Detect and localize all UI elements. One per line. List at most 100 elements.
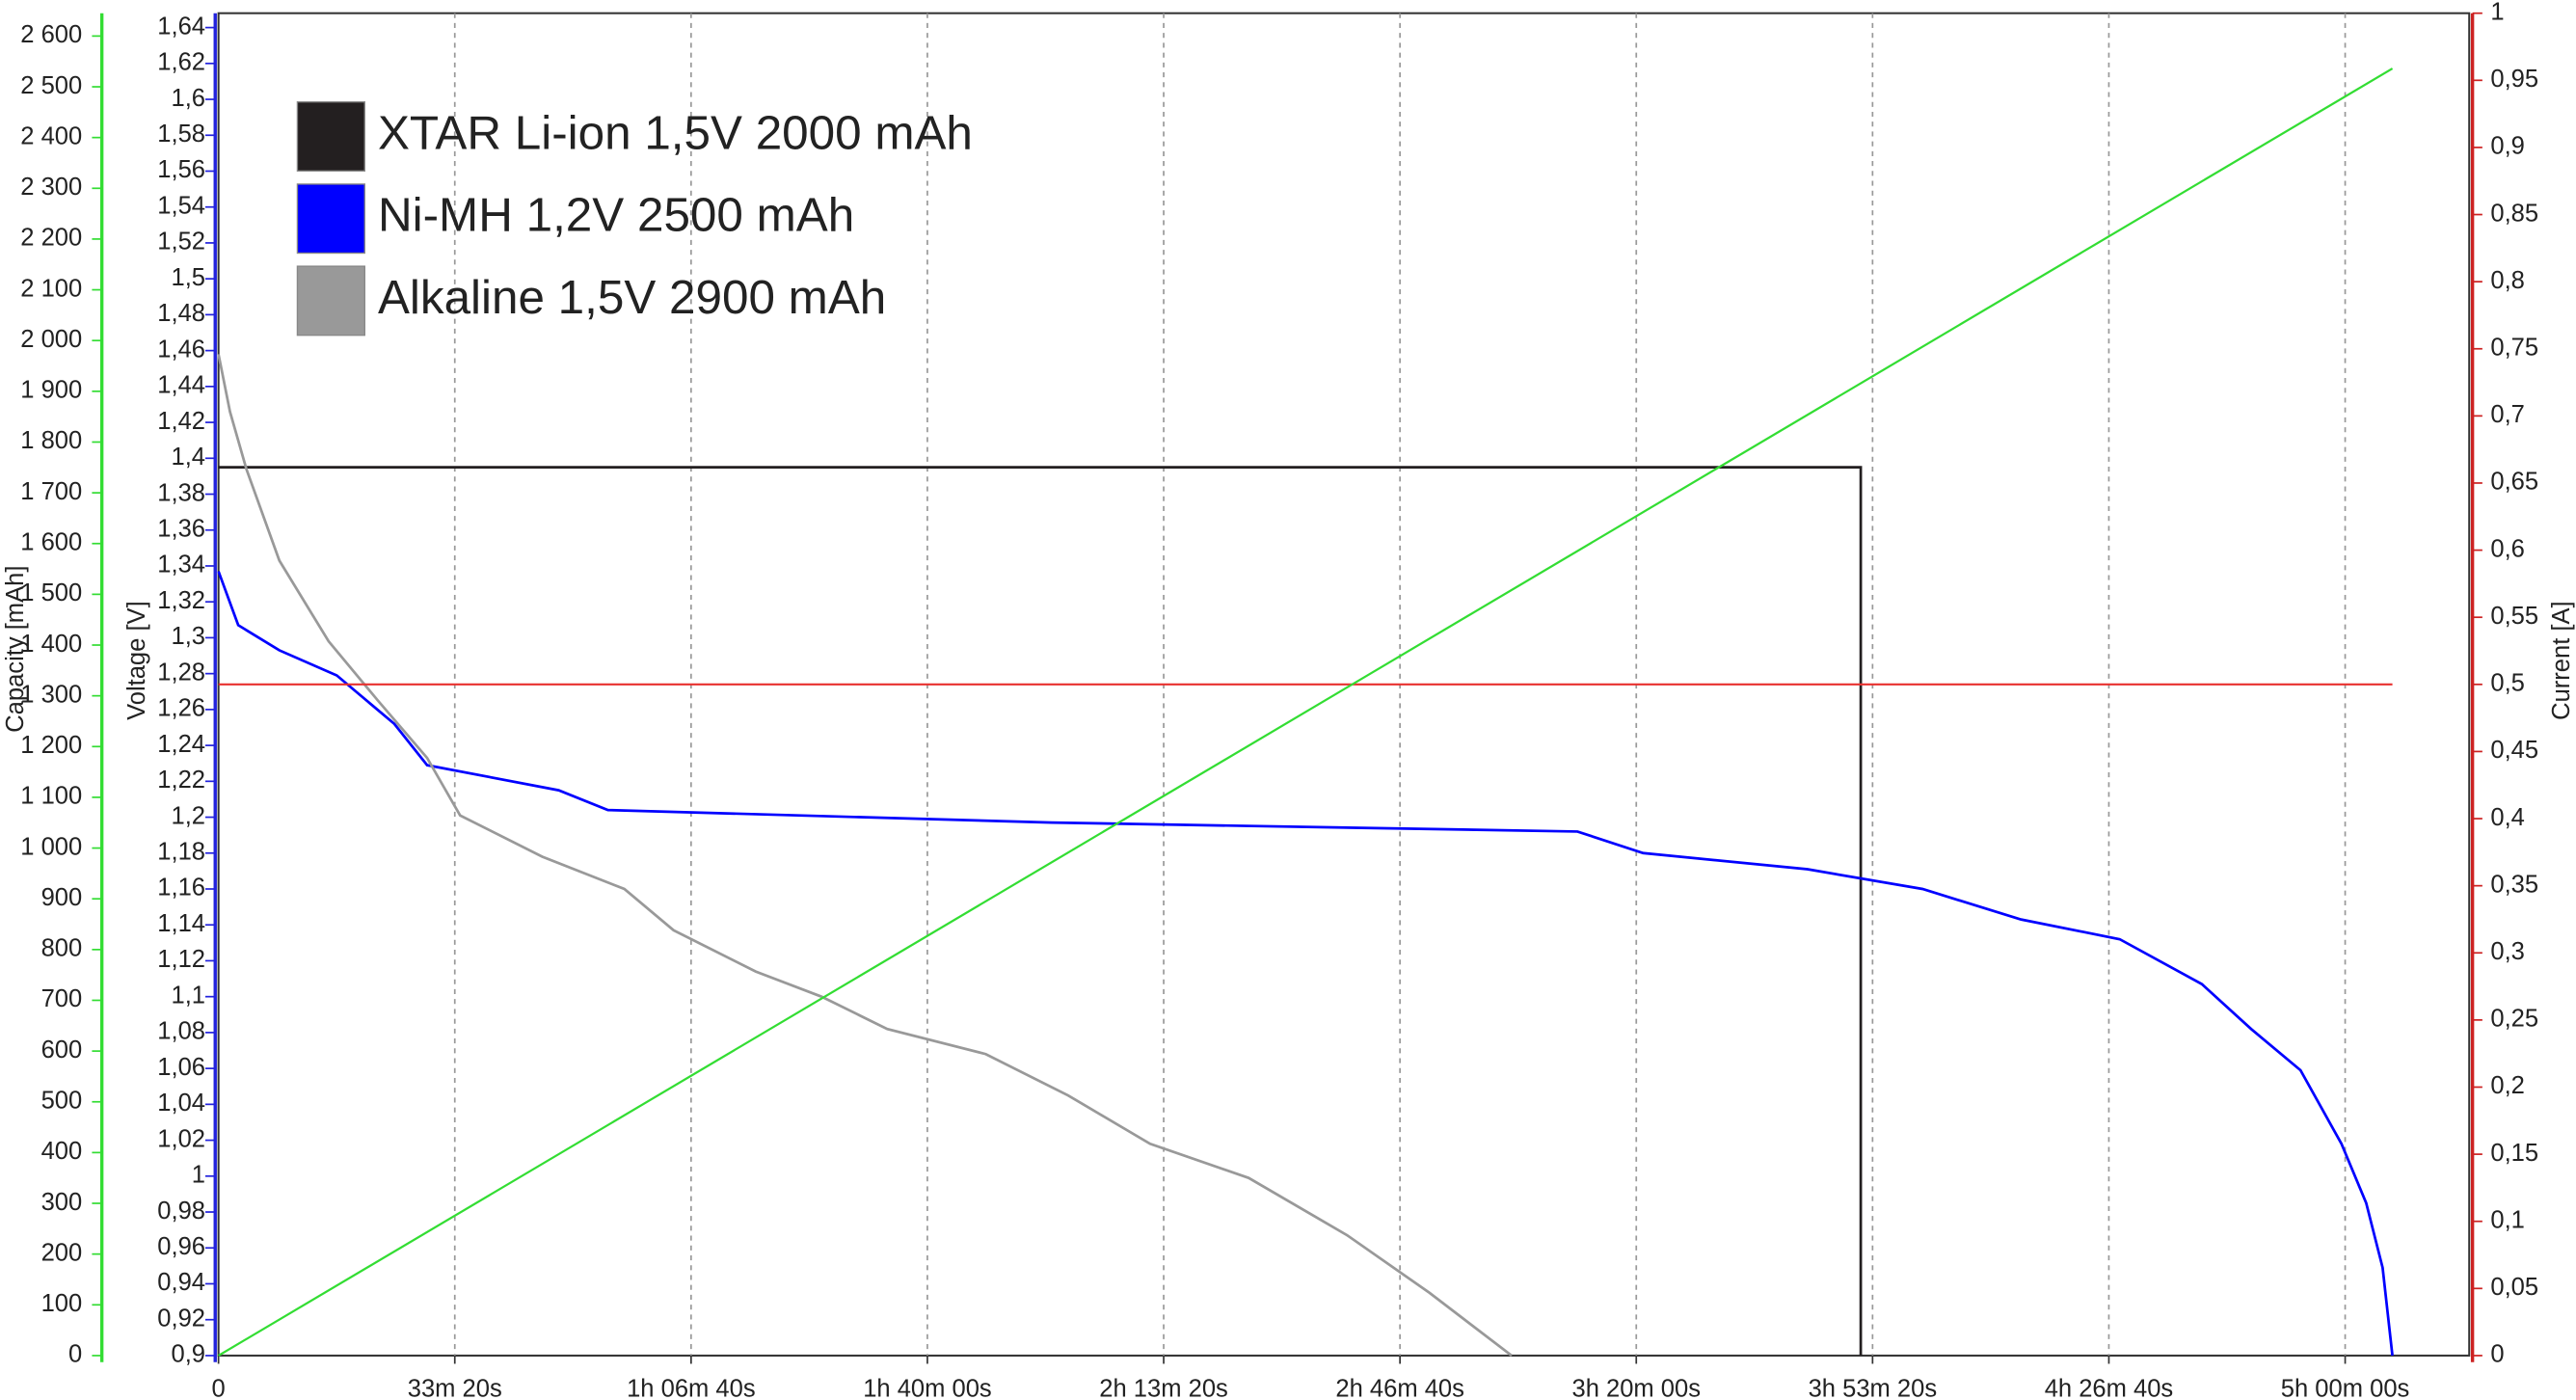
x-tick-label: 2h 13m 20s xyxy=(1099,1375,1228,1400)
capacity-tick-label: 2 100 xyxy=(20,275,82,302)
y-tick-label: 1,02 xyxy=(157,1125,205,1152)
legend-swatch xyxy=(296,101,365,172)
y2-tick-label: 0,7 xyxy=(2490,401,2525,428)
capacity-tick-label: 0 xyxy=(68,1341,82,1368)
y-tick-label: 1,44 xyxy=(157,372,205,399)
y2-tick-label: 0,2 xyxy=(2490,1072,2525,1099)
capacity-tick-label: 1 200 xyxy=(20,732,82,759)
capacity-tick-label: 1 400 xyxy=(20,631,82,658)
y-tick-label: 1,46 xyxy=(157,336,205,363)
y-tick-label: 1,56 xyxy=(157,156,205,183)
y2-tick-label: 0,55 xyxy=(2490,603,2538,630)
capacity-tick-label: 1 500 xyxy=(20,579,82,606)
y2-tick-label: 0 xyxy=(2490,1341,2504,1368)
y-tick-label: 1,12 xyxy=(157,946,205,973)
y-tick-label: 1 xyxy=(192,1162,205,1189)
capacity-tick-label: 2 300 xyxy=(20,174,82,201)
x-tick-label: 2h 46m 40s xyxy=(1335,1375,1464,1400)
y2-tick-label: 0,85 xyxy=(2490,200,2538,227)
capacity-tick-label: 700 xyxy=(41,985,83,1012)
legend-swatch xyxy=(296,183,365,255)
capacity-tick-label: 1 800 xyxy=(20,427,82,454)
y-tick-label: 0,98 xyxy=(157,1198,205,1225)
y-tick-label: 1,48 xyxy=(157,300,205,327)
y-tick-label: 1,6 xyxy=(171,85,205,112)
y-tick-label: 0,92 xyxy=(157,1305,205,1332)
y-tick-label: 1,64 xyxy=(157,13,205,40)
capacity-tick-label: 2 600 xyxy=(20,21,82,48)
capacity-tick-label: 1 100 xyxy=(20,783,82,810)
capacity-tick-label: 400 xyxy=(41,1138,83,1165)
legend-text: Alkaline 1,5V 2900 mAh xyxy=(378,271,886,324)
y2-tick-label: 0,35 xyxy=(2490,871,2538,898)
capacity-tick-label: 1 300 xyxy=(20,681,82,708)
x-tick-label: 33m 20s xyxy=(408,1375,502,1400)
y-tick-label: 1,58 xyxy=(157,121,205,148)
series-line xyxy=(217,571,2394,1357)
y2-tick-label: 1 xyxy=(2490,0,2504,25)
y-tick-label: 1,24 xyxy=(157,731,205,758)
y2-tick-label: 0,5 xyxy=(2490,670,2525,697)
capacity-tick-label: 100 xyxy=(41,1290,83,1317)
y-tick-label: 1,52 xyxy=(157,229,205,256)
y2-tick-label: 0,1 xyxy=(2490,1206,2525,1233)
capacity-tick-label: 1 700 xyxy=(20,478,82,505)
y-tick-label: 1,2 xyxy=(171,802,205,829)
y-tick-label: 1,4 xyxy=(171,444,205,471)
y2-axis-label: Current [A] xyxy=(2548,601,2575,720)
y-tick-label: 1,34 xyxy=(157,552,205,579)
x-tick-label: 3h 20m 00s xyxy=(1572,1375,1702,1400)
y2-tick-label: 0,3 xyxy=(2490,938,2525,965)
x-tick-label: 5h 00m 00s xyxy=(2281,1375,2410,1400)
y-tick-label: 1,22 xyxy=(157,767,205,794)
capacity-tick-label: 1 900 xyxy=(20,377,82,404)
capacity-tick-label: 1 600 xyxy=(20,528,82,555)
series-line xyxy=(217,354,1513,1358)
y-tick-label: 0,96 xyxy=(157,1233,205,1260)
y-tick-label: 1,08 xyxy=(157,1018,205,1045)
capacity-tick-label: 300 xyxy=(41,1189,83,1216)
y-tick-label: 0,9 xyxy=(171,1341,205,1368)
y-tick-label: 1,04 xyxy=(157,1090,205,1117)
y-tick-label: 1,26 xyxy=(157,695,205,722)
y-tick-label: 1,36 xyxy=(157,515,205,542)
y2-tick-label: 0,6 xyxy=(2490,535,2525,562)
y-tick-label: 1,1 xyxy=(171,982,205,1009)
capacity-tick-label: 2 400 xyxy=(20,122,82,149)
y-tick-label: 1,18 xyxy=(157,839,205,866)
capacity-tick-label: 900 xyxy=(41,884,83,911)
legend-text: Ni-MH 1,2V 2500 mAh xyxy=(378,189,854,242)
y2-tick-label: 0,9 xyxy=(2490,133,2525,160)
y2-tick-label: 0,45 xyxy=(2490,737,2538,764)
x-tick-label: 3h 53m 20s xyxy=(1809,1375,1938,1400)
capacity-tick-label: 2 200 xyxy=(20,225,82,252)
series-line xyxy=(218,466,1863,1356)
x-tick-label: 1h 40m 00s xyxy=(863,1375,991,1400)
y-tick-label: 1,62 xyxy=(157,49,205,76)
capacity-tick-label: 200 xyxy=(41,1239,83,1266)
capacity-tick-label: 1 000 xyxy=(20,833,82,860)
y-tick-label: 1,3 xyxy=(171,623,205,650)
y2-tick-label: 0,05 xyxy=(2490,1274,2538,1301)
y2-tick-label: 0,15 xyxy=(2490,1140,2538,1167)
y-tick-label: 1,38 xyxy=(157,479,205,506)
y2-tick-label: 0,95 xyxy=(2490,66,2538,93)
capacity-tick-label: 2 500 xyxy=(20,72,82,99)
y2-tick-label: 0,4 xyxy=(2490,804,2525,831)
x-tick-label: 1h 06m 40s xyxy=(627,1375,755,1400)
y-tick-label: 1,42 xyxy=(157,408,205,435)
y-tick-label: 1,14 xyxy=(157,910,205,937)
y-tick-label: 1,28 xyxy=(157,659,205,686)
capacity-tick-label: 500 xyxy=(41,1087,83,1114)
y2-tick-label: 0,8 xyxy=(2490,267,2525,294)
capacity-tick-label: 2 000 xyxy=(20,326,82,353)
y-tick-label: 1,5 xyxy=(171,264,205,291)
y-tick-label: 1,16 xyxy=(157,875,205,902)
y-tick-label: 1,54 xyxy=(157,192,205,219)
capacity-tick-label: 600 xyxy=(41,1037,83,1063)
y-tick-label: 1,32 xyxy=(157,587,205,614)
capacity-tick-label: 800 xyxy=(41,935,83,962)
capacity-axis-label: Capacity [mAh] xyxy=(2,566,29,733)
